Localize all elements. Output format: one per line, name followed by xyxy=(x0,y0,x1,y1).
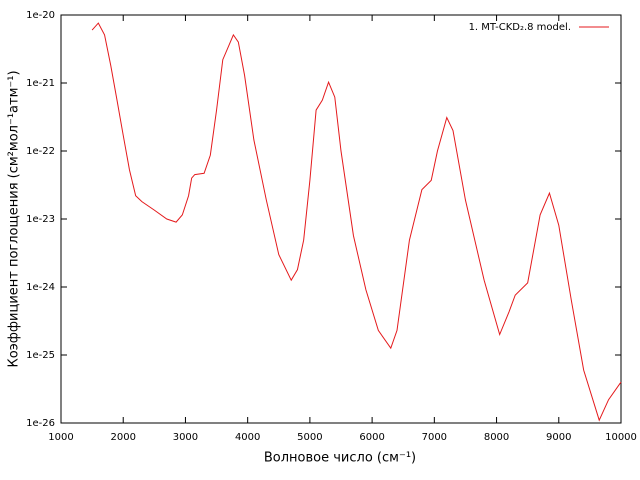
y-tick-label: 1e-24 xyxy=(26,282,55,293)
legend-label: 1. MT-CKD₂.8 model. xyxy=(469,22,571,33)
x-tick-label: 1000 xyxy=(48,432,73,443)
x-tick-label: 9000 xyxy=(546,432,571,443)
x-tick-label: 8000 xyxy=(484,432,509,443)
x-tick-label: 3000 xyxy=(173,432,198,443)
plot-frame xyxy=(60,14,622,424)
y-tick-label: 1e-21 xyxy=(26,78,55,89)
data-line xyxy=(91,22,622,422)
y-tick-label: 1e-23 xyxy=(26,214,55,225)
x-tick-label: 7000 xyxy=(422,432,447,443)
y-tick-label: 1e-22 xyxy=(26,146,55,157)
y-axis-title: Коэффициент поглощения (см²мол⁻¹атм⁻¹) xyxy=(7,70,22,367)
x-tick-label: 6000 xyxy=(359,432,384,443)
x-axis-title: Волновое число (см⁻¹) xyxy=(264,451,416,466)
x-tick-label: 5000 xyxy=(297,432,322,443)
x-tick-label: 2000 xyxy=(110,432,135,443)
x-tick-label: 4000 xyxy=(235,432,260,443)
y-tick-label: 1e-26 xyxy=(26,418,55,429)
y-tick-label: 1e-25 xyxy=(26,350,55,361)
x-tick-label: 10000 xyxy=(605,432,637,443)
y-tick-label: 1e-20 xyxy=(26,10,55,21)
